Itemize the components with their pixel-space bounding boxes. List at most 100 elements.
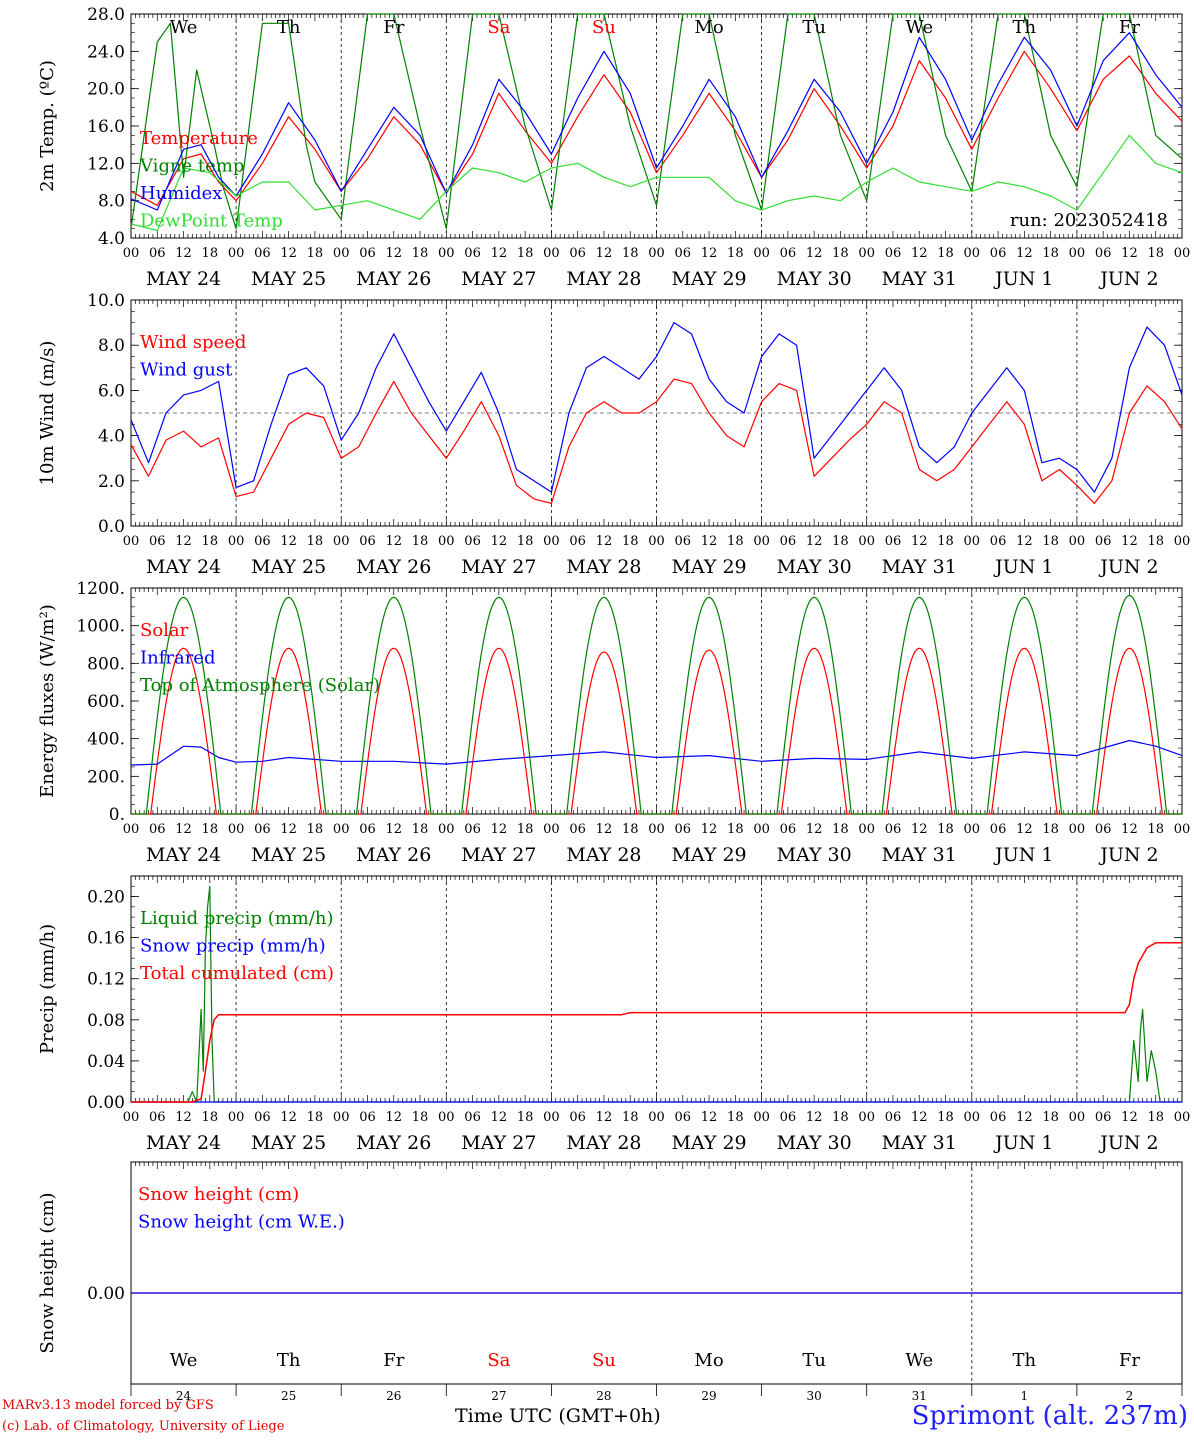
hour-tick-label: 06 [254,246,271,261]
hour-tick-label: 00 [228,246,245,261]
date-label: MAY 27 [461,556,536,578]
hour-tick-label: 00 [543,1110,560,1125]
date-label: MAY 31 [882,268,957,290]
hour-tick-label: 00 [1069,1110,1086,1125]
hour-tick-label: 06 [464,1110,481,1125]
weekday-label: Fr [1119,1350,1140,1371]
hour-tick-label: 06 [464,246,481,261]
y-tick-label: 0.04 [87,1052,125,1072]
y-tick-label: 0. [109,805,125,825]
hour-tick-label: 12 [806,534,823,549]
hour-tick-label: 18 [1147,1110,1164,1125]
y-tick-label: 24.0 [87,42,125,62]
hour-tick-label: 06 [675,534,692,549]
date-label: MAY 28 [566,844,641,866]
hour-tick-label: 18 [412,1110,429,1125]
y-axis-label: Energy fluxes (W/m²) [37,604,58,798]
series-group [131,885,1182,1103]
date-label: MAY 30 [777,268,852,290]
hour-tick-label: 06 [1095,822,1112,837]
hour-tick-label: 18 [412,534,429,549]
y-tick-label: 8.0 [98,192,125,212]
hour-tick-label: 12 [491,1110,508,1125]
hour-tick-label: 18 [832,534,849,549]
hour-tick-label: 18 [1042,534,1059,549]
date-label: MAY 25 [251,268,326,290]
x-minor-ticks [130,876,1183,1102]
hour-tick-label: 06 [990,1110,1007,1125]
hour-tick-label: 06 [359,246,376,261]
hour-tick-label: 00 [333,1110,350,1125]
hour-tick-label: 12 [385,246,402,261]
hour-tick-label: 00 [753,534,770,549]
y-tick-label: 0.00 [87,1093,125,1113]
day-number-label: 29 [701,1389,716,1403]
hour-tick-label: 18 [937,1110,954,1125]
panel-4: 0.00 0.04 0.08 0.12 0.16 0.20 Precip (mm/h) Liq… [37,875,1191,1154]
hour-tick-label: 12 [385,534,402,549]
hour-tick-label: 18 [622,534,639,549]
hour-tick-label: 06 [254,822,271,837]
y-axis-label: Precip (mm/h) [37,924,58,1054]
y-tick-label: 200. [87,767,125,787]
model-credit: MARv3.13 model forced by GFS [2,1398,214,1413]
legend: Wind speed Wind gust [140,332,246,381]
hour-tick-label: 00 [228,822,245,837]
date-label: MAY 31 [882,844,957,866]
hour-tick-label: 06 [1095,534,1112,549]
date-label: JUN 2 [1098,844,1158,866]
hour-tick-label: 00 [123,534,140,549]
weekday-label: Th [277,17,301,38]
hour-tick-label: 00 [964,246,981,261]
series-group [130,322,1183,504]
weekday-label: Th [277,1350,301,1371]
legend-snow-height-cm-w-e: Snow height (cm W.E.) [138,1212,345,1233]
hour-tick-label: 00 [1174,246,1191,261]
hour-tick-label: 12 [1016,1110,1033,1125]
hour-tick-label: 18 [1042,822,1059,837]
series-total-cumulated-cm-line [131,942,1182,1103]
series-infrared-line [130,739,1183,766]
series-group [130,13,1183,232]
day-gridlines [235,876,1078,1102]
date-label: MAY 31 [882,1132,957,1154]
y-tick-label: 2.0 [98,472,125,492]
legend: Liquid precip (mm/h) Snow precip (mm/h) To… [140,908,334,984]
hour-tick-label: 12 [1121,534,1138,549]
hour-tick-label: 00 [333,534,350,549]
hour-tick-label: 06 [780,1110,797,1125]
hour-tick-label: 12 [1016,822,1033,837]
hour-tick-label: 00 [438,246,455,261]
hour-tick-label: 12 [806,822,823,837]
hour-tick-label: 18 [412,822,429,837]
panel-2: 0.0 2.0 4.0 6.0 8.0 10.0 10m Wind (m/s) Wind sp… [37,291,1190,578]
day-gridlines [235,300,1078,526]
legend-snow-precip-mm-h: Snow precip (mm/h) [140,936,326,957]
hour-tick-label: 00 [123,246,140,261]
series-vigne-temp-line [130,13,1183,230]
date-label: MAY 25 [251,556,326,578]
hour-tick-label: 18 [832,1110,849,1125]
hour-tick-label: 18 [937,534,954,549]
hour-tick-label: 00 [1069,534,1086,549]
hour-tick-label: 18 [202,822,219,837]
day-number-label: 1 [1021,1389,1029,1403]
hour-tick-label: 00 [648,534,665,549]
hour-tick-label: 18 [307,534,324,549]
hour-tick-label: 18 [202,246,219,261]
hour-tick-label: 06 [464,534,481,549]
hour-tick-label: 18 [307,822,324,837]
hour-tick-label: 00 [228,1110,245,1125]
hour-tick-label: 18 [307,246,324,261]
legend: Snow height (cm) Snow height (cm W.E.) [138,1184,345,1233]
hour-tick-label: 00 [1174,1110,1191,1125]
y-tick-label: 10.0 [87,291,125,311]
hour-tick-label: 00 [858,246,875,261]
hour-tick-label: 12 [911,822,928,837]
hour-tick-label: 12 [596,246,613,261]
legend-wind-gust: Wind gust [140,360,233,381]
y-axis: 4.0 8.0 12.0 16.0 20.0 24.0 28.0 [87,5,1182,249]
hour-tick-label: 06 [885,534,902,549]
series-wind-speed-line [130,378,1183,504]
day-number-label: 25 [281,1389,296,1403]
